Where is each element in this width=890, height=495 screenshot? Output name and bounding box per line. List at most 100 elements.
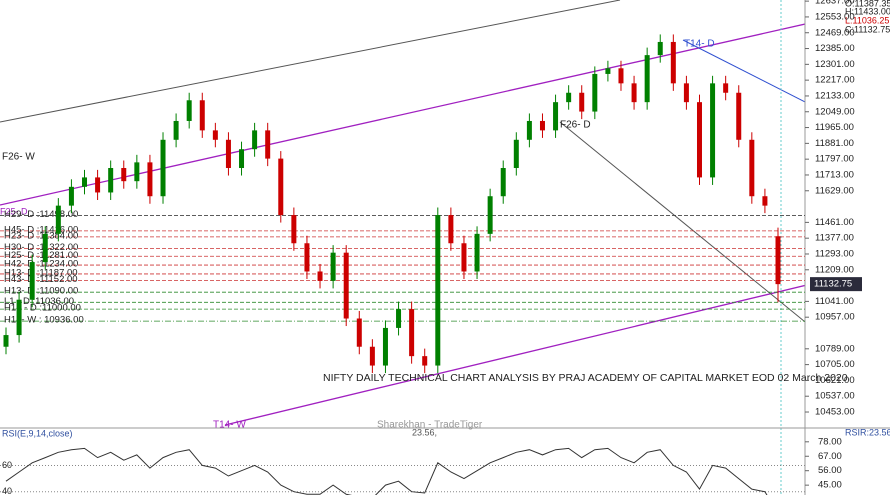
candle-body: [225, 139, 231, 169]
trend-label: F25- D: [0, 206, 28, 216]
rsi-tick-label: 67.00: [818, 451, 842, 462]
y-tick-label: 11377.00: [815, 233, 854, 244]
info-high: H:11433.00: [845, 6, 890, 16]
rsi-level-label: 40: [2, 486, 12, 495]
y-tick-label: 10957.00: [815, 312, 855, 323]
candle-body: [644, 55, 650, 103]
trend-line: [559, 121, 805, 323]
candle-body: [212, 130, 218, 140]
candle-body: [736, 92, 742, 140]
y-tick-label: 12553.00: [815, 11, 855, 22]
level-label: H42- D :11234.00: [4, 259, 78, 270]
rsi-label: RSI(E,9,14,close): [2, 428, 73, 438]
candle-body: [396, 309, 402, 328]
info-open: O:11387.35: [845, 0, 890, 8]
y-tick-label: 11965.00: [815, 122, 854, 133]
y-tick-label: 11041.00: [815, 296, 854, 307]
chart-title: NIFTY DAILY TECHNICAL CHART ANALYSIS BY …: [323, 372, 848, 384]
y-tick-label: 10705.00: [815, 359, 855, 370]
candle-body: [239, 149, 245, 169]
y-tick-label: 12637.00: [815, 0, 855, 7]
candle-body: [304, 243, 310, 272]
candle-body: [566, 92, 572, 103]
rsi-line: [5, 447, 768, 495]
candle-body: [579, 92, 585, 112]
candle-body: [265, 130, 271, 159]
trend-label: T14- W: [213, 420, 246, 431]
y-tick-label: 10453.00: [815, 407, 855, 418]
candle-body: [605, 68, 611, 74]
candle-body: [657, 41, 663, 56]
y-tick-label: 12217.00: [815, 75, 855, 86]
level-label: H25- D :11281.00: [4, 250, 78, 261]
y-tick-label: 12133.00: [815, 90, 855, 101]
candle-body: [723, 83, 729, 93]
trend-label: F26- W: [2, 152, 35, 163]
candle-body: [631, 83, 637, 103]
candle-body: [343, 252, 349, 319]
level-label: H14- W : 10936.00: [4, 315, 84, 326]
candle-body: [762, 196, 768, 206]
candle-body: [291, 215, 297, 244]
candle-body: [278, 158, 284, 216]
y-tick-label: 10537.00: [815, 391, 855, 402]
candle-body: [526, 120, 532, 140]
candle-body: [134, 162, 140, 182]
candle-body: [16, 299, 22, 336]
candle-body: [683, 83, 689, 103]
price-box: [810, 277, 862, 292]
level-label: H43- D :11152.00: [4, 274, 78, 285]
candle-body: [513, 139, 519, 169]
level-label: H13- D :11187.00: [4, 267, 78, 278]
level-label: H45- D :11416.00: [4, 224, 78, 235]
candle-body: [29, 262, 35, 300]
y-tick-label: 11629.00: [815, 185, 854, 196]
y-tick-label: 11293.00: [815, 248, 854, 259]
candle-body: [409, 309, 415, 357]
candle-body: [775, 236, 781, 285]
rsi-panel: 60 40: [0, 447, 805, 495]
candle-body: [252, 130, 258, 150]
trend-line: [0, 0, 621, 123]
candle-body: [696, 102, 702, 178]
candle-body: [710, 83, 716, 178]
level-label: L1 - D :11036.00: [4, 296, 74, 307]
candle-body: [55, 205, 61, 234]
candle-body: [474, 233, 480, 272]
rsi-level-label: 60: [2, 460, 12, 470]
candle-body: [121, 168, 127, 182]
candle-body: [670, 41, 676, 84]
trend-line: [682, 39, 805, 103]
y-tick-label: 11881.00: [815, 138, 854, 149]
y-tick-label: 11209.00: [815, 264, 854, 275]
candle-body: [618, 68, 624, 84]
trend-line: [224, 284, 805, 426]
y-tick-label: 11461.00: [815, 217, 854, 228]
watermark: Sharekhan - TradeTiger: [377, 420, 483, 431]
y-tick-label: 12049.00: [815, 106, 855, 117]
candle-body: [592, 73, 598, 112]
candle-body: [42, 233, 48, 263]
candle-body: [461, 243, 467, 272]
candle-body: [82, 177, 88, 187]
y-tick-label: 12301.00: [815, 59, 855, 70]
candle-body: [487, 196, 493, 234]
y-tick-label: 10621.00: [815, 375, 855, 386]
level-label: H13- D :11090.00: [4, 286, 78, 297]
level-label: H23- D :11384.00: [4, 230, 78, 241]
y-tick-label: 11713.00: [815, 169, 854, 180]
candle-body: [68, 186, 74, 206]
rsi-tick-label: 45.00: [818, 480, 842, 491]
candle-body: [356, 318, 362, 347]
current-price: 11132.75: [814, 279, 852, 290]
rsi-readout: RSIR:23.56: [845, 427, 890, 437]
candle-body: [147, 162, 153, 197]
candle-body: [500, 168, 506, 197]
candle-body: [369, 346, 375, 366]
candle-body: [317, 271, 323, 281]
y-tick-label: 12385.00: [815, 43, 855, 54]
